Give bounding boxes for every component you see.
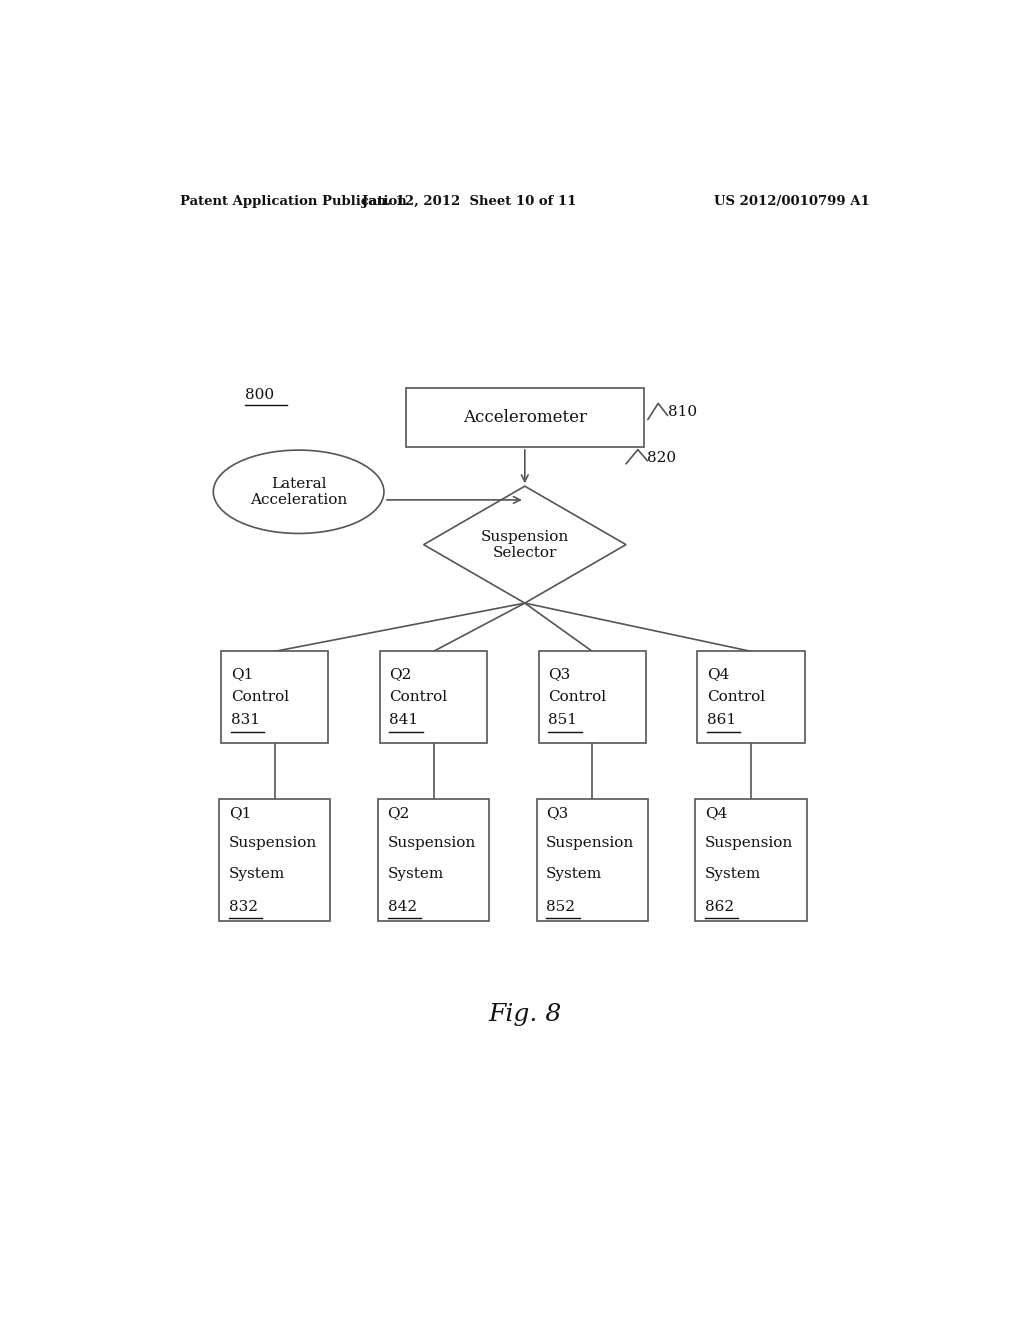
Text: Fig. 8: Fig. 8 [488,1003,561,1026]
Text: Q4: Q4 [707,667,729,681]
Text: 852: 852 [546,900,575,913]
Text: 861: 861 [707,713,736,727]
Text: 820: 820 [647,450,677,465]
Text: Q1: Q1 [230,667,253,681]
FancyBboxPatch shape [380,651,487,743]
Text: 841: 841 [389,713,419,727]
Text: 862: 862 [705,900,734,913]
Text: Q3: Q3 [546,805,568,820]
Text: Suspension: Suspension [705,837,794,850]
Text: Control: Control [230,690,289,704]
Polygon shape [424,486,626,603]
Text: US 2012/0010799 A1: US 2012/0010799 A1 [715,194,870,207]
Text: Patent Application Publication: Patent Application Publication [179,194,407,207]
Text: Accelerometer: Accelerometer [463,409,587,426]
FancyBboxPatch shape [537,799,648,921]
FancyBboxPatch shape [697,651,805,743]
Ellipse shape [213,450,384,533]
Text: Suspension: Suspension [387,837,476,850]
Text: 851: 851 [548,713,578,727]
Text: Suspension
Selector: Suspension Selector [480,529,569,560]
FancyBboxPatch shape [221,651,329,743]
FancyBboxPatch shape [378,799,489,921]
Text: 810: 810 [668,405,696,420]
Text: Q2: Q2 [389,667,412,681]
Text: Jan. 12, 2012  Sheet 10 of 11: Jan. 12, 2012 Sheet 10 of 11 [362,194,577,207]
Text: Q2: Q2 [387,805,410,820]
Text: Control: Control [548,690,606,704]
Text: Suspension: Suspension [546,837,635,850]
FancyBboxPatch shape [219,799,331,921]
Text: Q1: Q1 [228,805,251,820]
Text: System: System [228,867,285,880]
FancyBboxPatch shape [695,799,807,921]
Text: System: System [705,867,761,880]
Text: 831: 831 [230,713,260,727]
Text: Control: Control [707,690,765,704]
Text: System: System [546,867,602,880]
Text: System: System [387,867,443,880]
FancyBboxPatch shape [539,651,646,743]
FancyBboxPatch shape [406,388,644,447]
Text: Suspension: Suspension [228,837,317,850]
Text: 832: 832 [228,900,258,913]
Text: Q4: Q4 [705,805,727,820]
Text: Control: Control [389,690,447,704]
Text: Q3: Q3 [548,667,570,681]
Text: 842: 842 [387,900,417,913]
Text: Lateral
Acceleration: Lateral Acceleration [250,477,347,507]
Text: 800: 800 [246,388,274,403]
